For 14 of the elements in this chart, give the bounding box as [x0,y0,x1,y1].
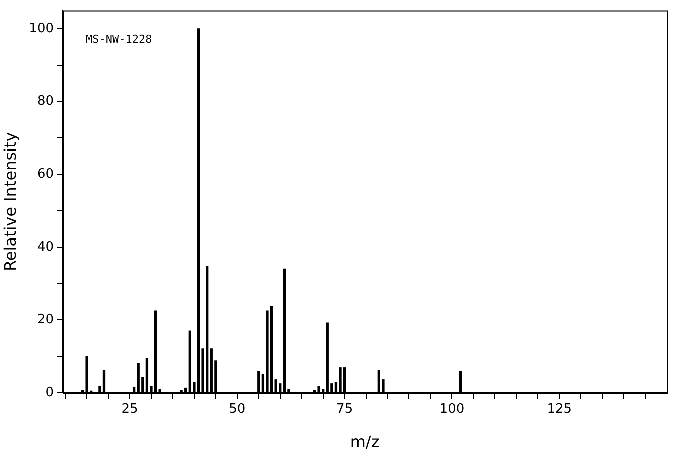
x-tick-label: 100 [440,402,465,418]
x-tick-label: 75 [336,402,354,418]
y-tick-label: 40 [37,240,54,255]
y-tick-label: 80 [37,94,54,110]
y-tick-label: 0 [46,385,54,400]
y-tick-label: 60 [37,166,54,182]
x-tick-label: 25 [122,402,138,418]
annotation: MS-NW-1228 [86,33,152,46]
y-axis-title: Relative Intensity [0,132,20,272]
y-tick-label: 20 [37,312,54,328]
y-tick-label: 100 [29,21,54,36]
x-tick-label: 50 [229,402,246,418]
x-axis-title: m/z [350,432,380,452]
x-tick-label: 125 [547,402,572,418]
